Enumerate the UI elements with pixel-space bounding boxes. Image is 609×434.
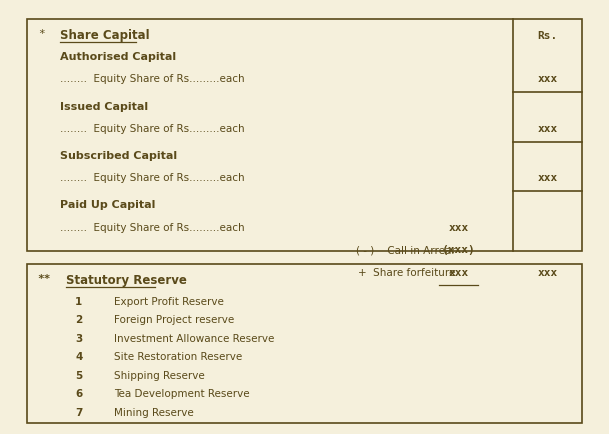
Text: Foreign Project reserve: Foreign Project reserve (114, 315, 234, 325)
FancyBboxPatch shape (27, 264, 582, 423)
Text: xxx: xxx (537, 74, 557, 84)
Text: ........  Equity Share of Rs.........each: ........ Equity Share of Rs.........each (60, 124, 245, 134)
Text: xxx: xxx (537, 124, 557, 134)
Text: 4: 4 (75, 352, 82, 362)
Text: ( - )    Call in Arrear: ( - ) Call in Arrear (356, 245, 456, 255)
Text: 6: 6 (75, 388, 82, 398)
Text: ........  Equity Share of Rs.........each: ........ Equity Share of Rs.........each (60, 173, 245, 183)
Text: xxx: xxx (448, 267, 468, 277)
Text: +  Share forfeiture: + Share forfeiture (358, 267, 456, 277)
Text: Rs.: Rs. (537, 31, 557, 41)
Text: xxx: xxx (537, 267, 557, 277)
Text: xxx: xxx (448, 222, 468, 232)
Text: ........  Equity Share of Rs.........each: ........ Equity Share of Rs.........each (60, 74, 245, 84)
Text: xxx: xxx (537, 173, 557, 183)
Text: Export Profit Reserve: Export Profit Reserve (114, 296, 224, 306)
Text: 5: 5 (75, 370, 82, 380)
Text: 7: 7 (75, 407, 82, 417)
Text: ........  Equity Share of Rs.........each: ........ Equity Share of Rs.........each (60, 222, 245, 232)
Text: 2: 2 (75, 315, 82, 325)
Text: Tea Development Reserve: Tea Development Reserve (114, 388, 250, 398)
Text: Site Restoration Reserve: Site Restoration Reserve (114, 352, 242, 362)
Text: 3: 3 (75, 333, 82, 343)
Text: *: * (38, 30, 44, 39)
Text: (xxx): (xxx) (442, 245, 475, 255)
Text: Mining Reserve: Mining Reserve (114, 407, 194, 417)
Text: Shipping Reserve: Shipping Reserve (114, 370, 205, 380)
Text: Issued Capital: Issued Capital (60, 101, 148, 111)
Text: Share Capital: Share Capital (60, 30, 150, 42)
Text: 1: 1 (75, 296, 82, 306)
Text: Investment Allowance Reserve: Investment Allowance Reserve (114, 333, 275, 343)
Text: Statutory Reserve: Statutory Reserve (66, 273, 187, 286)
FancyBboxPatch shape (27, 20, 582, 251)
Text: **: ** (38, 273, 51, 283)
Text: Subscribed Capital: Subscribed Capital (60, 151, 177, 161)
Text: Paid Up Capital: Paid Up Capital (60, 200, 155, 210)
Text: Authorised Capital: Authorised Capital (60, 52, 176, 62)
